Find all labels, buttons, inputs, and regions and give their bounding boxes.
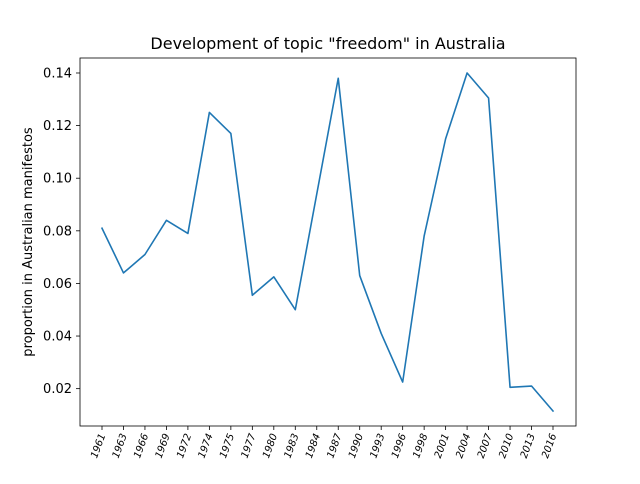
x-tick-label: 1961	[89, 432, 108, 460]
y-tick-label: 0.06	[43, 277, 72, 292]
x-tick-label: 1983	[283, 432, 302, 460]
chart-title: Development of topic "freedom" in Austra…	[150, 34, 505, 53]
x-tick-label: 2013	[519, 432, 538, 460]
x-tick-label: 1990	[347, 432, 366, 460]
x-tick-label: 1977	[240, 432, 259, 460]
x-tick-label: 1984	[304, 432, 323, 460]
y-tick-label: 0.12	[43, 119, 72, 134]
x-tick-label: 1974	[197, 432, 216, 460]
y-tick-label: 0.08	[43, 224, 72, 239]
x-tick-label: 1998	[411, 432, 430, 460]
axes-frame	[80, 58, 576, 426]
y-tick-label: 0.02	[43, 382, 72, 397]
y-tick-label: 0.04	[43, 330, 72, 345]
y-axis-label: proportion in Australian manifestos	[21, 127, 36, 357]
x-tick-label: 2007	[476, 432, 495, 460]
x-tick-label: 1963	[111, 432, 130, 460]
x-tick-label: 1996	[390, 432, 409, 460]
x-tick-label: 2004	[454, 432, 473, 460]
x-tick-label: 1966	[132, 432, 151, 460]
x-tick-label: 1975	[218, 432, 237, 460]
x-tick-label: 1993	[368, 432, 387, 460]
series-line	[102, 73, 553, 411]
x-tick-label: 1980	[261, 432, 280, 460]
x-tick-label: 1987	[326, 432, 345, 460]
x-tick-label: 2016	[540, 432, 559, 460]
x-tick-label: 1972	[175, 432, 194, 460]
x-tick-label: 2010	[497, 432, 516, 460]
y-tick-label: 0.14	[43, 66, 72, 81]
x-tick-label: 1969	[154, 432, 173, 460]
x-tick-label: 2001	[433, 432, 452, 460]
y-tick-label: 0.10	[43, 172, 72, 187]
